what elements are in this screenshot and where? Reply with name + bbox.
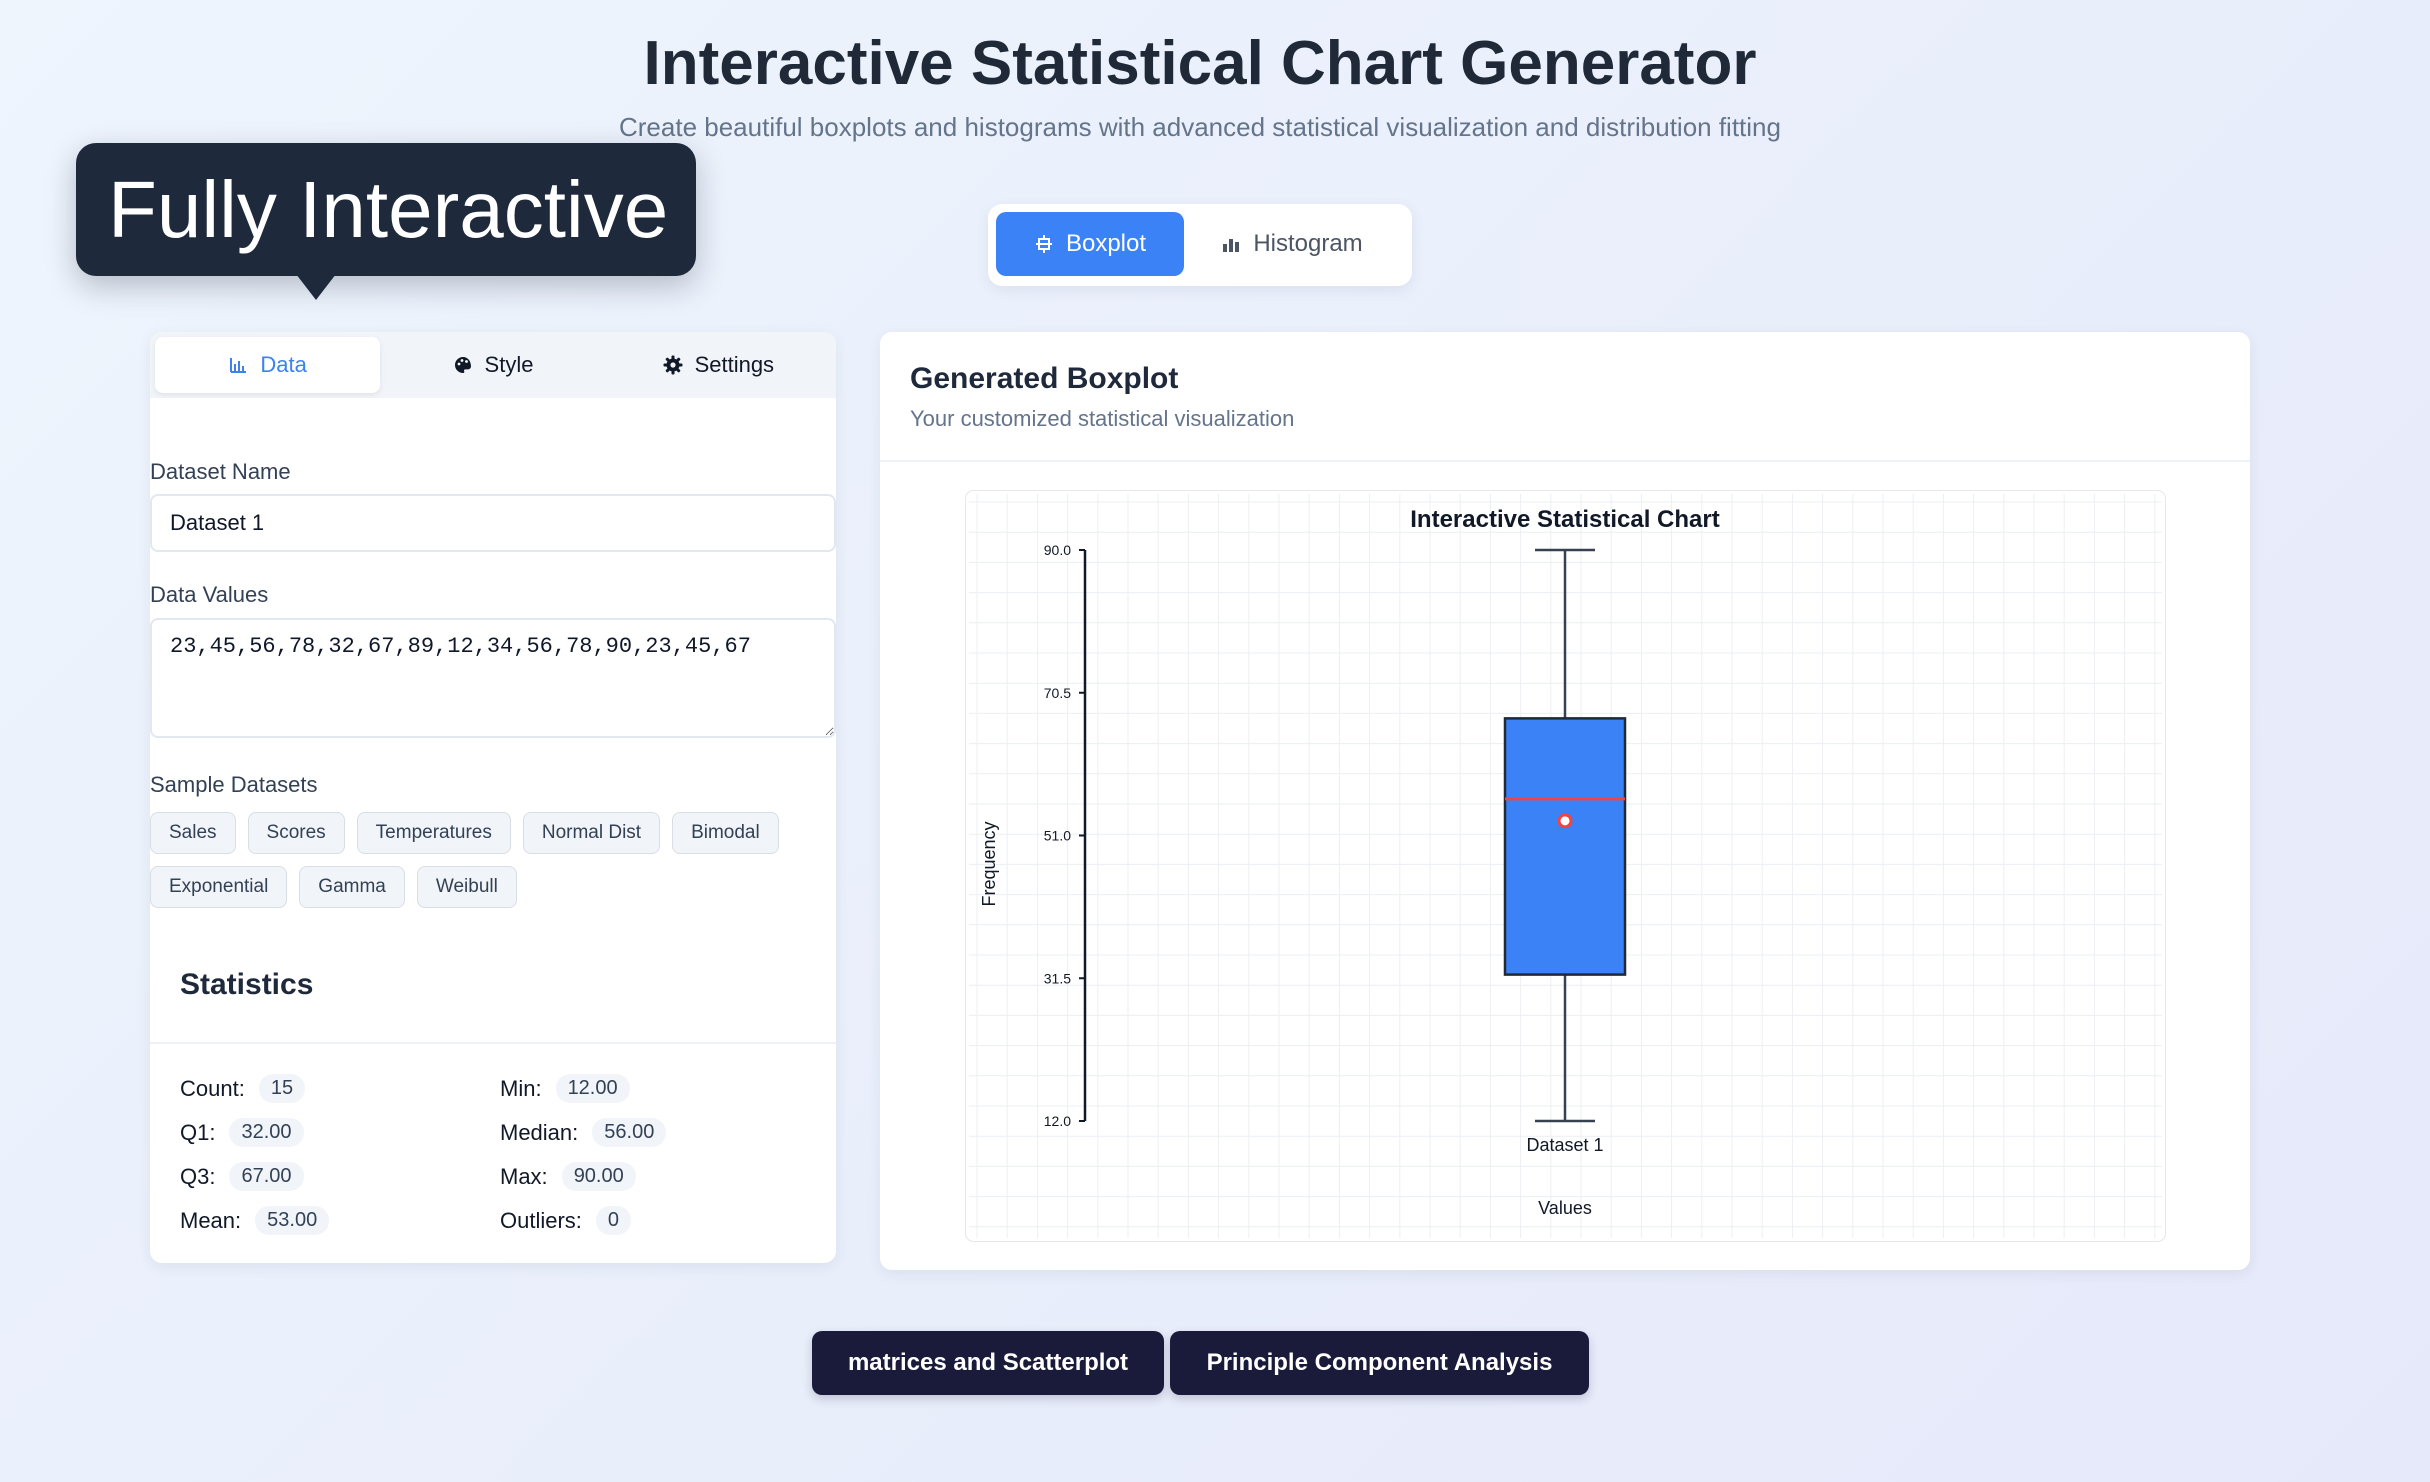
category-label: Dataset 1 <box>1526 1135 1603 1155</box>
mean-marker <box>1557 813 1573 829</box>
stat-q3-value: 67.00 <box>229 1162 304 1191</box>
page-subtitle: Create beautiful boxplots and histograms… <box>619 112 1781 142</box>
sample-scores-button[interactable]: Scores <box>247 812 345 854</box>
palette-icon <box>454 357 471 373</box>
boxplot-toggle-button[interactable]: Boxplot <box>996 212 1184 276</box>
chart-panel: Generated Boxplot Your customized statis… <box>880 332 2250 1270</box>
sample-sales-button[interactable]: Sales <box>150 812 236 854</box>
sample-bimodal-button[interactable]: Bimodal <box>672 812 779 854</box>
y-tick-label: 31.5 <box>1044 970 1071 986</box>
stat-max: Max: 90.00 <box>500 1162 636 1191</box>
tab-data-label: Data <box>260 352 307 377</box>
histogram-toggle-label: Histogram <box>1253 230 1363 257</box>
dataset-name-input[interactable] <box>150 494 836 552</box>
tab-settings[interactable]: Settings <box>606 337 831 393</box>
stat-mean: Mean: 53.00 <box>180 1206 330 1235</box>
fully-interactive-callout: Fully Interactive <box>76 143 696 276</box>
chart-title: Interactive Statistical Chart <box>1410 506 1719 533</box>
config-tabs: Data Style Settings <box>150 332 836 398</box>
y-tick-label: 12.0 <box>1044 1113 1071 1129</box>
stat-max-label: Max: <box>500 1163 548 1189</box>
gear-icon <box>663 355 683 375</box>
sample-gamma-button[interactable]: Gamma <box>299 866 405 908</box>
stat-mean-label: Mean: <box>180 1207 242 1233</box>
chart-marks: Dataset 1 <box>1503 548 1627 1155</box>
data-values-input[interactable]: 23,45,56,78,32,67,89,12,34,56,78,90,23,4… <box>150 618 836 738</box>
pca-button[interactable]: Principle Component Analysis <box>1170 1331 1589 1395</box>
tab-style-label: Style <box>484 352 534 377</box>
x-axis-label: Values <box>1538 1198 1592 1218</box>
stat-q3: Q3: 67.00 <box>180 1162 304 1191</box>
chart-axes: 90.0 70.5 51.0 31.5 12.0 <box>1044 542 1087 1129</box>
stat-min-value: 12.00 <box>555 1074 630 1103</box>
dataset-name-label: Dataset Name <box>150 459 291 484</box>
sample-weibull-button[interactable]: Weibull <box>416 866 517 908</box>
y-tick-label: 90.0 <box>1044 542 1071 558</box>
stat-q1-value: 32.00 <box>229 1118 304 1147</box>
boxplot-chart[interactable]: Interactive Statistical Chart 90.0 70.5 51… <box>965 490 2166 1242</box>
stat-outliers-value: 0 <box>595 1206 632 1235</box>
sample-datasets-row-1: Sales Scores Temperatures Normal Dist Bi… <box>150 812 779 854</box>
data-config-panel: Data Style Settings <box>150 332 836 1263</box>
histogram-icon <box>1223 239 1240 252</box>
stat-q1: Q1: 32.00 <box>180 1118 304 1147</box>
tab-style[interactable]: Style <box>380 337 605 393</box>
stat-min: Min: 12.00 <box>500 1074 630 1103</box>
tab-data[interactable]: Data <box>155 337 381 393</box>
stat-count-value: 15 <box>258 1074 306 1103</box>
page-title: Interactive Statistical Chart Generator <box>643 29 1757 98</box>
bar-chart-icon <box>230 358 247 373</box>
iqr-box <box>1503 717 1627 976</box>
y-axis-label: Frequency <box>979 821 999 906</box>
statistics-divider <box>150 1042 836 1044</box>
chart-subheading: Your customized statistical visualizatio… <box>910 406 1295 431</box>
chart-type-toggle: Boxplot Histogram <box>988 204 1412 286</box>
tab-settings-label: Settings <box>694 352 775 377</box>
callout-text: Fully Interactive <box>108 164 669 254</box>
stat-median-label: Median: <box>500 1119 579 1145</box>
stat-q3-label: Q3: <box>180 1163 216 1189</box>
stat-outliers: Outliers: 0 <box>500 1206 632 1235</box>
sample-exponential-button[interactable]: Exponential <box>150 866 288 908</box>
statistics-title: Statistics <box>180 968 314 1001</box>
stat-mean-value: 53.00 <box>255 1206 330 1235</box>
chart-heading: Generated Boxplot <box>910 362 1179 395</box>
histogram-toggle-button[interactable]: Histogram <box>1192 212 1392 276</box>
scatterplot-matrices-button[interactable]: matrices and Scatterplot <box>812 1331 1164 1395</box>
stat-count-label: Count: <box>180 1075 245 1101</box>
boxplot-icon <box>1035 235 1052 253</box>
stat-q1-label: Q1: <box>180 1119 216 1145</box>
stat-count: Count: 15 <box>180 1074 306 1103</box>
sample-temperatures-button[interactable]: Temperatures <box>356 812 511 854</box>
y-tick-label: 70.5 <box>1044 685 1071 701</box>
stat-min-label: Min: <box>500 1075 542 1101</box>
pca-label: Principle Component Analysis <box>1206 1349 1553 1376</box>
sample-datasets-label: Sample Datasets <box>150 772 318 797</box>
chart-divider <box>880 460 2250 462</box>
stat-max-value: 90.00 <box>561 1162 636 1191</box>
sample-normal-dist-button[interactable]: Normal Dist <box>522 812 661 854</box>
sample-datasets-row-2: Exponential Gamma Weibull <box>150 866 517 908</box>
y-tick-label: 51.0 <box>1044 828 1071 844</box>
scatterplot-matrices-label: matrices and Scatterplot <box>847 1349 1129 1376</box>
stat-outliers-label: Outliers: <box>500 1207 582 1233</box>
stat-median-value: 56.00 <box>592 1118 667 1147</box>
stat-median: Median: 56.00 <box>500 1118 667 1147</box>
boxplot-toggle-label: Boxplot <box>1065 230 1147 257</box>
callout-arrow <box>296 274 336 300</box>
data-values-label: Data Values <box>150 582 269 607</box>
